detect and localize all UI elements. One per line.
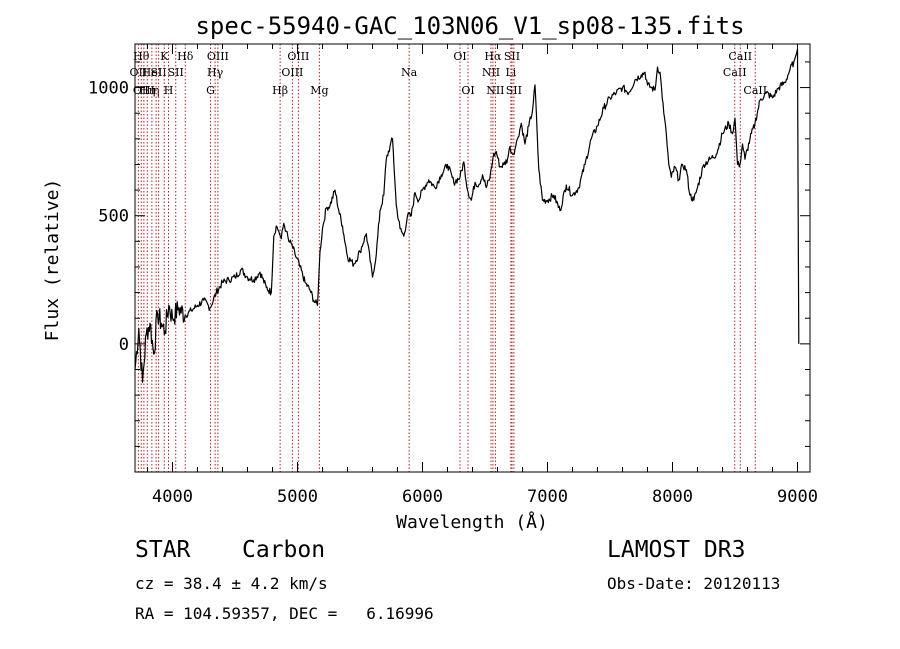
line-marker-label-6: SII [151,66,167,79]
x-tick-label: 8000 [652,487,693,507]
line-marker-label-25: SII [504,50,520,63]
x-axis-ticks: 4000 5000 6000 7000 8000 9000 [147,44,818,507]
y-axis-ticks: 0 500 1000 [88,61,810,447]
line-marker-label-15: OIII [281,66,303,79]
observation-date: Obs-Date: 20120113 [607,574,781,593]
x-tick-label: 6000 [402,487,443,507]
line-marker-label-28: CaII [728,50,752,63]
line-marker-label-10: Hδ [177,50,194,63]
line-marker-label-4: HeI [142,66,162,79]
line-marker-label-12: Hγ [207,66,224,79]
line-marker-label-24: Li [505,66,516,79]
line-marker-label-27: CaII [723,66,747,79]
line-marker-label-20: OI [461,84,474,97]
x-tick-label: 9000 [777,487,818,507]
redshift-value: cz = 38.4 ± 4.2 km/s [135,574,328,593]
line-markers: OIIHθOIIIHηHeIηSIIKHSIIHδGHγOIIIHβOIIIOI… [130,44,767,472]
y-axis-label: Flux (relative) [42,179,63,342]
line-marker-label-11: G [206,84,215,97]
line-marker-label-16: OIII [287,50,309,63]
y-tick-label: 0 [119,335,129,355]
y-tick-label: 1000 [88,79,129,99]
survey-name: LAMOST DR3 [607,537,746,563]
flux-series-line [134,48,800,383]
x-tick-label: 5000 [277,487,318,507]
line-marker-label-7: K [160,50,169,63]
line-marker-label-22: Hα [484,50,502,63]
object-subclass: Carbon [242,537,326,563]
line-marker-label-23: NII [486,84,504,97]
line-marker-label-9: SII [168,66,184,79]
line-marker-label-21: NII [482,66,500,79]
plot-frame [134,43,811,473]
line-marker-label-0: OII [130,66,148,79]
x-tick-label: 7000 [527,487,568,507]
object-class: STAR [135,537,191,563]
line-marker-label-29: CaII [743,84,767,97]
line-marker-label-18: Na [401,66,418,79]
x-tick-label: 4000 [152,487,193,507]
x-axis-label: Wavelength (Å) [396,511,548,533]
line-marker-label-1: Hθ [133,50,150,63]
y-tick-label: 500 [98,207,129,227]
coordinates: RA = 104.59357, DEC = 6.16996 [135,604,434,623]
chart-title: spec-55940-GAC_103N06_V1_sp08-135.fits [195,12,744,40]
line-marker-label-8: H [164,84,174,97]
line-marker-label-26: SII [506,84,522,97]
line-marker-label-19: OI [453,50,466,63]
line-marker-label-14: Hβ [272,84,288,97]
line-marker-label-17: Mg [310,84,328,97]
line-marker-label-13: OIII [207,50,229,63]
line-marker-label-5: η [153,84,160,97]
